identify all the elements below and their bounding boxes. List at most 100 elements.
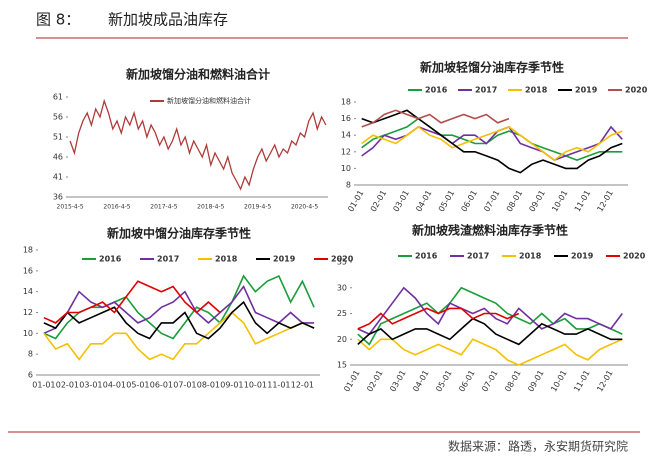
- legend-label: 2017: [467, 252, 489, 261]
- y-tick-label: 20: [337, 335, 347, 344]
- series-line: [361, 125, 623, 161]
- y-tick-label: 18: [23, 246, 33, 255]
- x-tick-label: 10-01: [549, 369, 568, 394]
- series-line: [361, 109, 623, 174]
- page-title: 新加坡成品油库存: [108, 11, 228, 29]
- y-tick-label: 41: [53, 173, 63, 182]
- x-tick-label: 07-01: [173, 381, 196, 390]
- legend-label: 2020: [625, 86, 648, 95]
- x-tick-label: 2020-4-5: [291, 204, 318, 211]
- x-tick-label: 12-01: [595, 369, 614, 394]
- x-tick-label: 02-01: [365, 369, 384, 394]
- figure-number: 图 8：: [36, 11, 80, 29]
- series-line: [357, 338, 623, 366]
- x-tick-label: 08-01: [503, 369, 522, 394]
- x-tick-label: 05-01: [437, 189, 456, 214]
- y-tick-label: 12: [341, 147, 351, 156]
- x-tick-label: 08-01: [197, 381, 220, 390]
- x-tick-label: 12-01: [595, 189, 614, 214]
- series-line: [361, 117, 623, 161]
- x-tick-label: 06-01: [457, 369, 476, 394]
- legend-label: 2018: [215, 255, 238, 264]
- series-line: [357, 286, 623, 336]
- legend-label: 2020: [623, 252, 646, 261]
- y-tick-label: 14: [23, 287, 33, 296]
- y-tick-label: 35: [337, 258, 347, 267]
- legend-label: 2017: [157, 255, 179, 264]
- x-tick-label: 03-01: [388, 369, 407, 394]
- y-tick-label: 10: [341, 164, 351, 173]
- x-tick-label: 04-01: [411, 369, 430, 394]
- x-tick-label: 04-01: [103, 381, 126, 390]
- series-line: [361, 125, 623, 162]
- y-tick-label: 8: [28, 350, 33, 359]
- x-tick-label: 07-01: [480, 369, 499, 394]
- x-tick-label: 2016-4-5: [103, 204, 130, 211]
- legend-label: 2016: [425, 86, 448, 95]
- x-tick-label: 2017-4-5: [150, 204, 177, 211]
- series-line: [357, 286, 623, 346]
- y-tick-label: 14: [341, 131, 351, 140]
- y-tick-label: 15: [337, 361, 347, 370]
- x-tick-label: 10-01: [244, 381, 267, 390]
- series-line: [43, 300, 315, 340]
- x-tick-label: 05-01: [126, 381, 149, 390]
- legend-label: 2018: [519, 252, 542, 261]
- series-line: [69, 98, 327, 191]
- legend-label: 2016: [99, 255, 122, 264]
- series-line: [43, 311, 315, 361]
- legend-label: 2018: [525, 86, 548, 95]
- source-note: 数据来源：路透，永安期货研究院: [448, 439, 628, 454]
- legend-label: 2019: [571, 252, 594, 261]
- y-tick-label: 16: [23, 266, 33, 275]
- x-tick-label: 03-01: [391, 189, 410, 214]
- legend-label: 2017: [475, 86, 497, 95]
- x-tick-label: 05-01: [434, 369, 453, 394]
- y-tick-label: 46: [53, 153, 63, 162]
- x-tick-label: 02-01: [369, 189, 388, 214]
- x-tick-label: 09-01: [527, 189, 546, 214]
- x-tick-label: 04-01: [414, 189, 433, 214]
- y-tick-label: 61: [53, 93, 63, 102]
- y-tick-label: 16: [341, 114, 351, 123]
- chart-title: 新加坡残渣燃料油库存季节性: [412, 223, 568, 238]
- series-line: [357, 307, 520, 330]
- legend-label: 2019: [575, 86, 598, 95]
- y-tick-label: 6: [28, 371, 33, 380]
- x-tick-label: 02-01: [56, 381, 79, 390]
- series-line: [43, 274, 315, 340]
- y-tick-label: 30: [337, 283, 347, 292]
- x-tick-label: 03-01: [79, 381, 102, 390]
- x-tick-label: 06-01: [459, 189, 478, 214]
- x-tick-label: 2018-4-5: [197, 204, 224, 211]
- x-tick-label: 11-01: [267, 381, 290, 390]
- x-tick-label: 08-01: [505, 189, 524, 214]
- y-tick-label: 8: [346, 181, 351, 190]
- x-tick-label: 10-01: [550, 189, 569, 214]
- legend-label: 2020: [331, 255, 354, 264]
- chart-title: 新加坡轻馏分油库存季节性: [420, 60, 564, 75]
- series-line: [43, 284, 315, 335]
- y-tick-label: 12: [23, 308, 33, 317]
- legend-label: 新加坡馏分油和燃料油合计: [167, 96, 251, 105]
- x-tick-label: 01-01: [346, 189, 365, 214]
- x-tick-label: 09-01: [526, 369, 545, 394]
- y-tick-label: 51: [53, 133, 63, 142]
- x-tick-label: 2015-4-5: [57, 204, 84, 211]
- x-tick-label: 01-01: [342, 369, 361, 394]
- x-tick-label: 2019-4-5: [244, 204, 271, 211]
- legend-label: 2019: [273, 255, 296, 264]
- x-tick-label: 11-01: [572, 369, 591, 394]
- y-tick-label: 36: [53, 193, 63, 202]
- legend-label: 2016: [415, 252, 438, 261]
- y-tick-label: 25: [337, 309, 347, 318]
- x-tick-label: 01-01: [32, 381, 55, 390]
- y-tick-label: 18: [341, 98, 351, 107]
- x-tick-label: 06-01: [150, 381, 173, 390]
- x-tick-label: 09-01: [220, 381, 243, 390]
- x-tick-label: 12-01: [291, 381, 314, 390]
- chart-title: 新加坡馏分油和燃料油合计: [126, 67, 270, 82]
- y-tick-label: 10: [23, 329, 33, 338]
- series-line: [357, 317, 623, 346]
